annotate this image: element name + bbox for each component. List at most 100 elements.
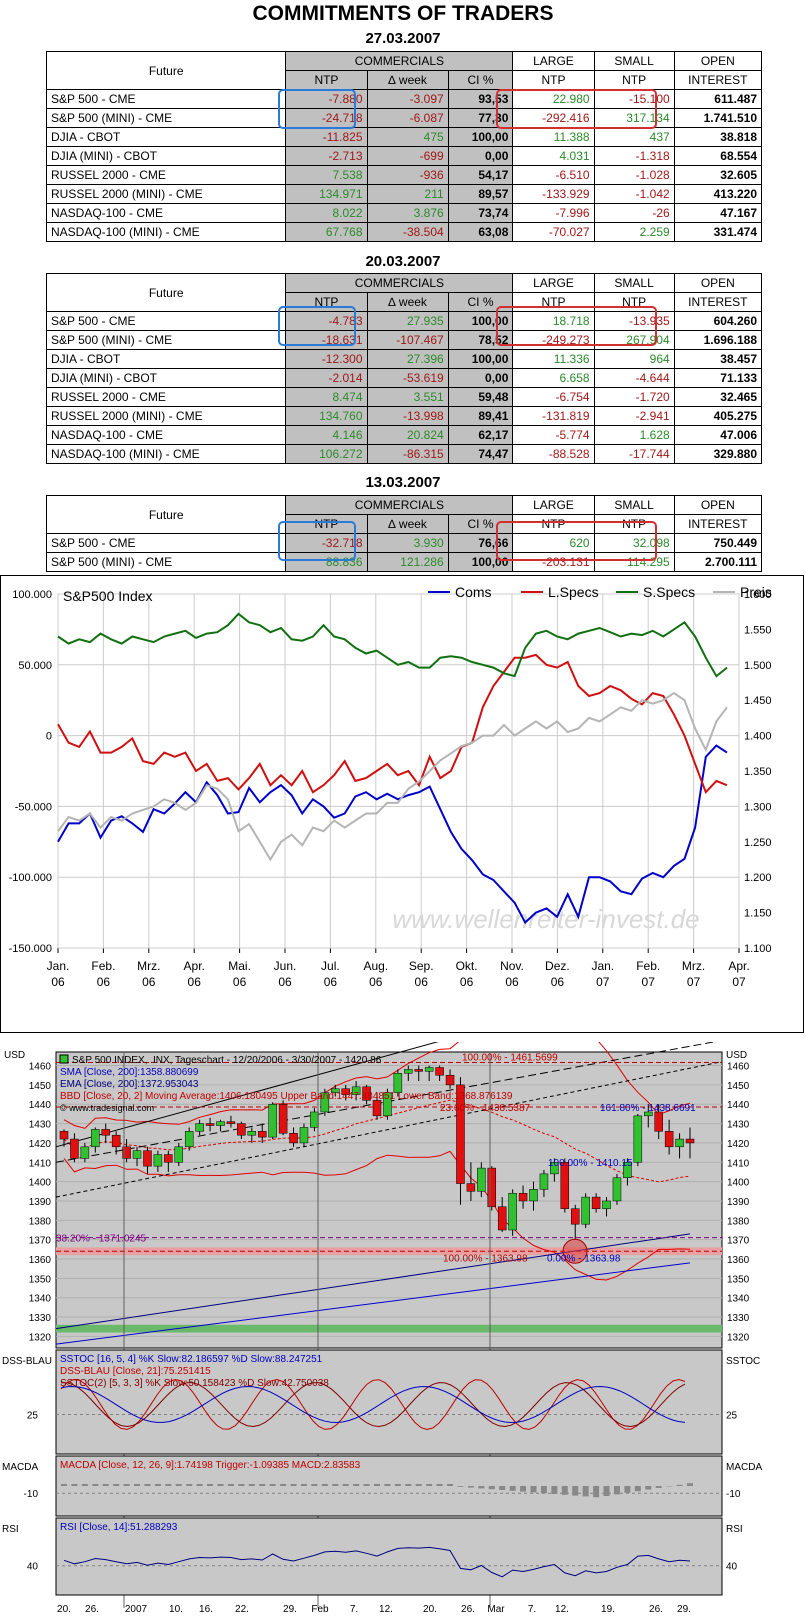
table-cell: -1.042 [594, 185, 674, 204]
y-tick-label: 1380 [29, 1216, 52, 1227]
future-name: S&P 500 - CME [47, 90, 286, 109]
panel-level-label: 40 [726, 1562, 738, 1573]
table-cell: 7.538 [286, 166, 367, 185]
table-cell: 11.388 [513, 128, 594, 147]
col-header-future: Future [47, 274, 286, 312]
macd-bar [322, 1484, 328, 1486]
x-tick-label: Sep. [409, 959, 434, 973]
col-header-interest: INTEREST [674, 293, 761, 312]
table-cell: -88.528 [513, 445, 594, 464]
x-tick-label: Mrz. [682, 959, 705, 973]
macd-bar [186, 1484, 192, 1486]
col-header-open: OPEN [674, 52, 761, 71]
table-cell: 68.554 [674, 147, 761, 166]
y-tick-label: 1340 [29, 1294, 52, 1305]
table-cell: -2.014 [286, 369, 367, 388]
x-tick-label: Jun. [274, 959, 297, 973]
col-header-small: SMALL [594, 52, 674, 71]
table-cell: 437 [594, 128, 674, 147]
x-tick-label: 26. [85, 1604, 99, 1615]
col-header-interest: INTEREST [674, 71, 761, 90]
macd-bar [301, 1484, 307, 1486]
candle-body [561, 1162, 569, 1208]
candle-body [665, 1131, 673, 1146]
fib-label: 0.00% - 1363.98 [547, 1253, 621, 1264]
x-tick-label: 07 [687, 975, 701, 989]
table-cell: 100,00 [448, 553, 513, 572]
table-cell: 750.449 [674, 534, 761, 553]
x-tick-label: 06 [551, 975, 565, 989]
table-cell: 211 [367, 185, 448, 204]
macd-bar [426, 1484, 432, 1486]
y-tick-label: 1360 [727, 1255, 750, 1266]
future-name: S&P 500 (MINI) - CME [47, 553, 286, 572]
table-cell: -1.028 [594, 166, 674, 185]
macd-bar [249, 1484, 255, 1486]
table-cell: 47.167 [674, 204, 761, 223]
y-tick-label: 1340 [727, 1294, 750, 1305]
col-header-ntp: NTP [286, 71, 367, 90]
macd-bar [478, 1486, 484, 1488]
col-header-small: SMALL [594, 496, 674, 515]
x-tick-label: 20. [57, 1604, 71, 1615]
macd-bar [687, 1483, 693, 1486]
macd-bar [353, 1484, 359, 1486]
y-tick-label: 1410 [727, 1158, 750, 1169]
table-cell: 329.880 [674, 445, 761, 464]
col-header-large-ntp: NTP [513, 71, 594, 90]
y-tick-label: 1410 [29, 1158, 52, 1169]
table-cell: -699 [367, 147, 448, 166]
col-header-ntp: NTP [286, 293, 367, 312]
table-cell: 114.295 [594, 553, 674, 572]
macd-bar [645, 1486, 651, 1490]
table-cell: 54,17 [448, 166, 513, 185]
table-cell: 3.551 [367, 388, 448, 407]
y-tick-label: 1390 [727, 1197, 750, 1208]
macd-bar [103, 1484, 109, 1486]
table-cell: 3.930 [367, 534, 448, 553]
macd-bar [593, 1486, 599, 1497]
col-header-large: LARGE [513, 496, 594, 515]
macd-bar [468, 1486, 474, 1488]
table-cell: 78,52 [448, 331, 513, 350]
col-header-small-ntp: NTP [594, 515, 674, 534]
table-cell: 100,00 [448, 312, 513, 331]
panel-name: MACDA [2, 1462, 38, 1473]
table-cell: 47.006 [674, 426, 761, 445]
table-cell: -107.467 [367, 331, 448, 350]
panel-unit: SSTOC [726, 1356, 760, 1367]
y-tick-label: 1460 [29, 1062, 52, 1073]
y-tick-label: 1420 [29, 1139, 52, 1150]
macd-bar [562, 1486, 568, 1495]
future-name: NASDAQ-100 (MINI) - CME [47, 223, 286, 242]
future-name: RUSSEL 2000 (MINI) - CME [47, 407, 286, 426]
table-cell: -936 [367, 166, 448, 185]
table-cell: 32.465 [674, 388, 761, 407]
table-cell: 134.971 [286, 185, 367, 204]
table-cell: -13.998 [367, 407, 448, 426]
col-header-future: Future [47, 52, 286, 90]
x-tick-label: 12. [379, 1604, 393, 1615]
y-right-tick-label: 1.250 [744, 837, 772, 849]
macd-bar [92, 1484, 98, 1486]
table-cell: 67.768 [286, 223, 367, 242]
candle-body [206, 1124, 214, 1126]
candle-body [686, 1139, 694, 1143]
x-tick-label: Jan. [47, 959, 70, 973]
table-cell: 620 [513, 534, 594, 553]
y-tick-label: 1320 [29, 1332, 52, 1343]
y-right-tick-label: 1.100 [744, 943, 772, 955]
candle-body [269, 1104, 277, 1137]
plot-area [58, 594, 739, 948]
table-cell: 74,47 [448, 445, 513, 464]
x-tick-label: Jul. [321, 959, 340, 973]
x-tick-label: 06 [460, 975, 474, 989]
y-right-tick-label: 1.350 [744, 766, 772, 778]
